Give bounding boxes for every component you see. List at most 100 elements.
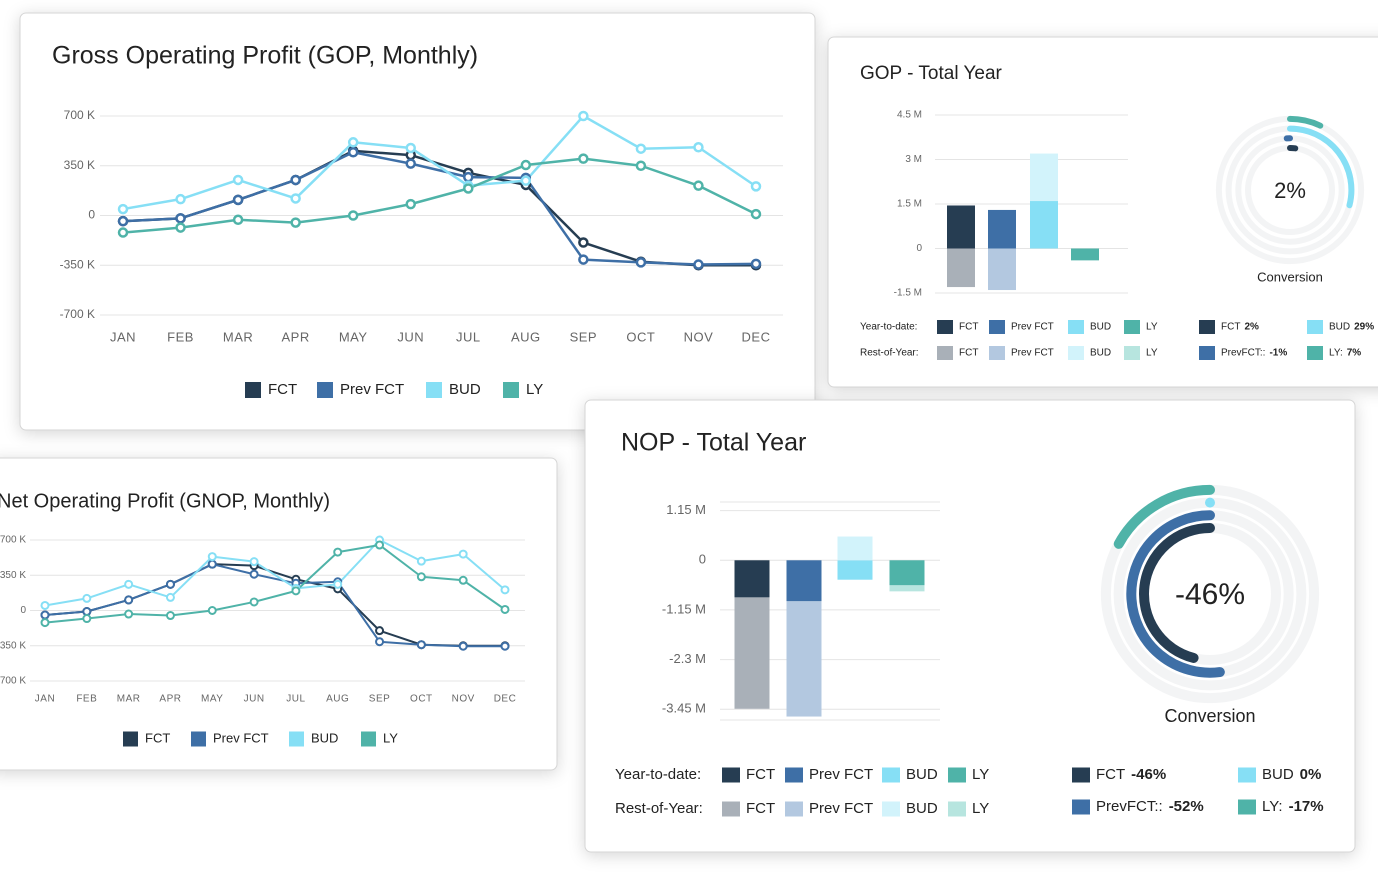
data-point <box>347 210 359 221</box>
data-point <box>750 208 762 220</box>
legend-row-label: Year-to-date: <box>615 766 701 783</box>
bar-segment <box>734 597 770 709</box>
data-point <box>693 259 704 270</box>
y-tick-label: 350 K <box>64 158 95 172</box>
data-point <box>693 180 704 191</box>
y-tick-label: -3.45 M <box>662 701 706 716</box>
data-point <box>249 557 259 567</box>
y-tick-label: -2.3 M <box>669 651 706 666</box>
legend-swatch <box>785 767 803 783</box>
legend-value: 7% <box>1347 348 1362 359</box>
legend-label: LY <box>1146 348 1158 359</box>
x-tick-label: JUN <box>397 329 424 344</box>
data-point <box>249 569 259 579</box>
y-tick-label: -350 K <box>60 257 95 271</box>
legend-swatch <box>317 382 333 398</box>
x-tick-label: OCT <box>626 329 655 344</box>
x-tick-label: APR <box>282 329 310 344</box>
legend-label: Prev FCT <box>1011 348 1054 359</box>
data-point <box>175 222 186 233</box>
data-point <box>750 181 762 192</box>
data-point <box>249 597 259 607</box>
legend-label: LY <box>972 766 989 783</box>
data-point <box>165 592 175 602</box>
legend-swatch <box>989 346 1005 360</box>
legend-swatch <box>123 731 138 747</box>
data-point <box>375 626 385 636</box>
data-point <box>290 217 301 228</box>
data-point <box>124 579 134 589</box>
legend-label: Prev FCT <box>340 381 404 398</box>
y-tick-label: 700 K <box>64 108 95 122</box>
card <box>19 12 816 431</box>
x-tick-label: FEB <box>167 329 194 344</box>
legend-swatch <box>1072 767 1090 783</box>
bar-segment <box>734 560 770 598</box>
data-point <box>635 143 647 154</box>
legend-label: LY <box>1146 322 1158 333</box>
data-point <box>117 227 129 238</box>
legend-swatch <box>1199 346 1215 360</box>
legend-label: BUD <box>1090 348 1111 359</box>
data-point <box>165 611 175 621</box>
legend-label: BUD <box>1090 322 1111 333</box>
legend-label: LY <box>383 730 398 745</box>
chart-title: Gross Operating Profit (GOP, Monthly) <box>52 42 478 70</box>
card <box>584 399 1356 853</box>
data-point <box>500 604 510 614</box>
legend-label: FCT <box>959 348 978 359</box>
legend-value: 2% <box>1244 322 1259 333</box>
legend-swatch <box>989 320 1005 334</box>
legend-swatch <box>1124 320 1140 334</box>
bar-segment <box>1071 248 1099 261</box>
x-tick-label: NOV <box>684 329 714 344</box>
x-tick-label: JUN <box>244 694 265 705</box>
legend-swatch <box>948 801 966 817</box>
gop-total-card: GOP - Total Year 4.5 M 3 M 1.5 M 0 -1.5 M Yea… <box>827 36 1378 388</box>
bar-segment <box>889 585 925 592</box>
data-point <box>750 258 762 270</box>
legend-label: BUD <box>1329 322 1350 333</box>
legend-label: Prev FCT <box>1011 322 1054 333</box>
y-tick-label: 0 <box>20 605 26 616</box>
data-point <box>40 600 50 610</box>
data-point <box>207 559 217 569</box>
data-point <box>500 585 510 595</box>
data-point <box>463 171 474 183</box>
data-point <box>333 547 343 557</box>
y-tick-label: 4.5 M <box>897 110 922 121</box>
legend-value: -52% <box>1169 798 1204 815</box>
legend-swatch <box>1238 799 1256 815</box>
legend-row-label: Rest-of-Year: <box>860 348 919 359</box>
legend-swatch <box>1307 346 1323 360</box>
legend-label: LY: <box>1329 348 1343 359</box>
data-point <box>520 159 532 171</box>
legend-label: LY <box>526 381 543 398</box>
data-point <box>232 214 244 226</box>
legend-label: BUD <box>1262 766 1294 783</box>
data-point <box>40 610 50 620</box>
conversion-arc <box>1287 115 1324 129</box>
x-tick-label: JUL <box>286 694 305 705</box>
legend-label: FCT <box>145 730 170 745</box>
card <box>0 457 558 771</box>
x-tick-label: MAR <box>117 694 141 705</box>
x-tick-label: JAN <box>35 694 55 705</box>
legend-value: -17% <box>1289 798 1324 815</box>
data-point <box>375 540 385 550</box>
bar-segment <box>988 248 1016 291</box>
x-tick-label: DEC <box>494 694 517 705</box>
conversion-arc <box>1139 523 1215 663</box>
legend-label: Prev FCT <box>213 730 269 745</box>
legend-swatch <box>722 767 740 783</box>
x-tick-label: AUG <box>511 329 541 344</box>
bar-segment <box>837 560 873 580</box>
data-point <box>375 637 385 647</box>
data-point <box>458 641 468 651</box>
legend-label: FCT <box>746 800 775 817</box>
y-tick-label: -1.5 M <box>894 288 922 299</box>
legend-swatch <box>1199 320 1215 334</box>
data-point <box>232 194 244 206</box>
legend-label: BUD <box>906 766 938 783</box>
